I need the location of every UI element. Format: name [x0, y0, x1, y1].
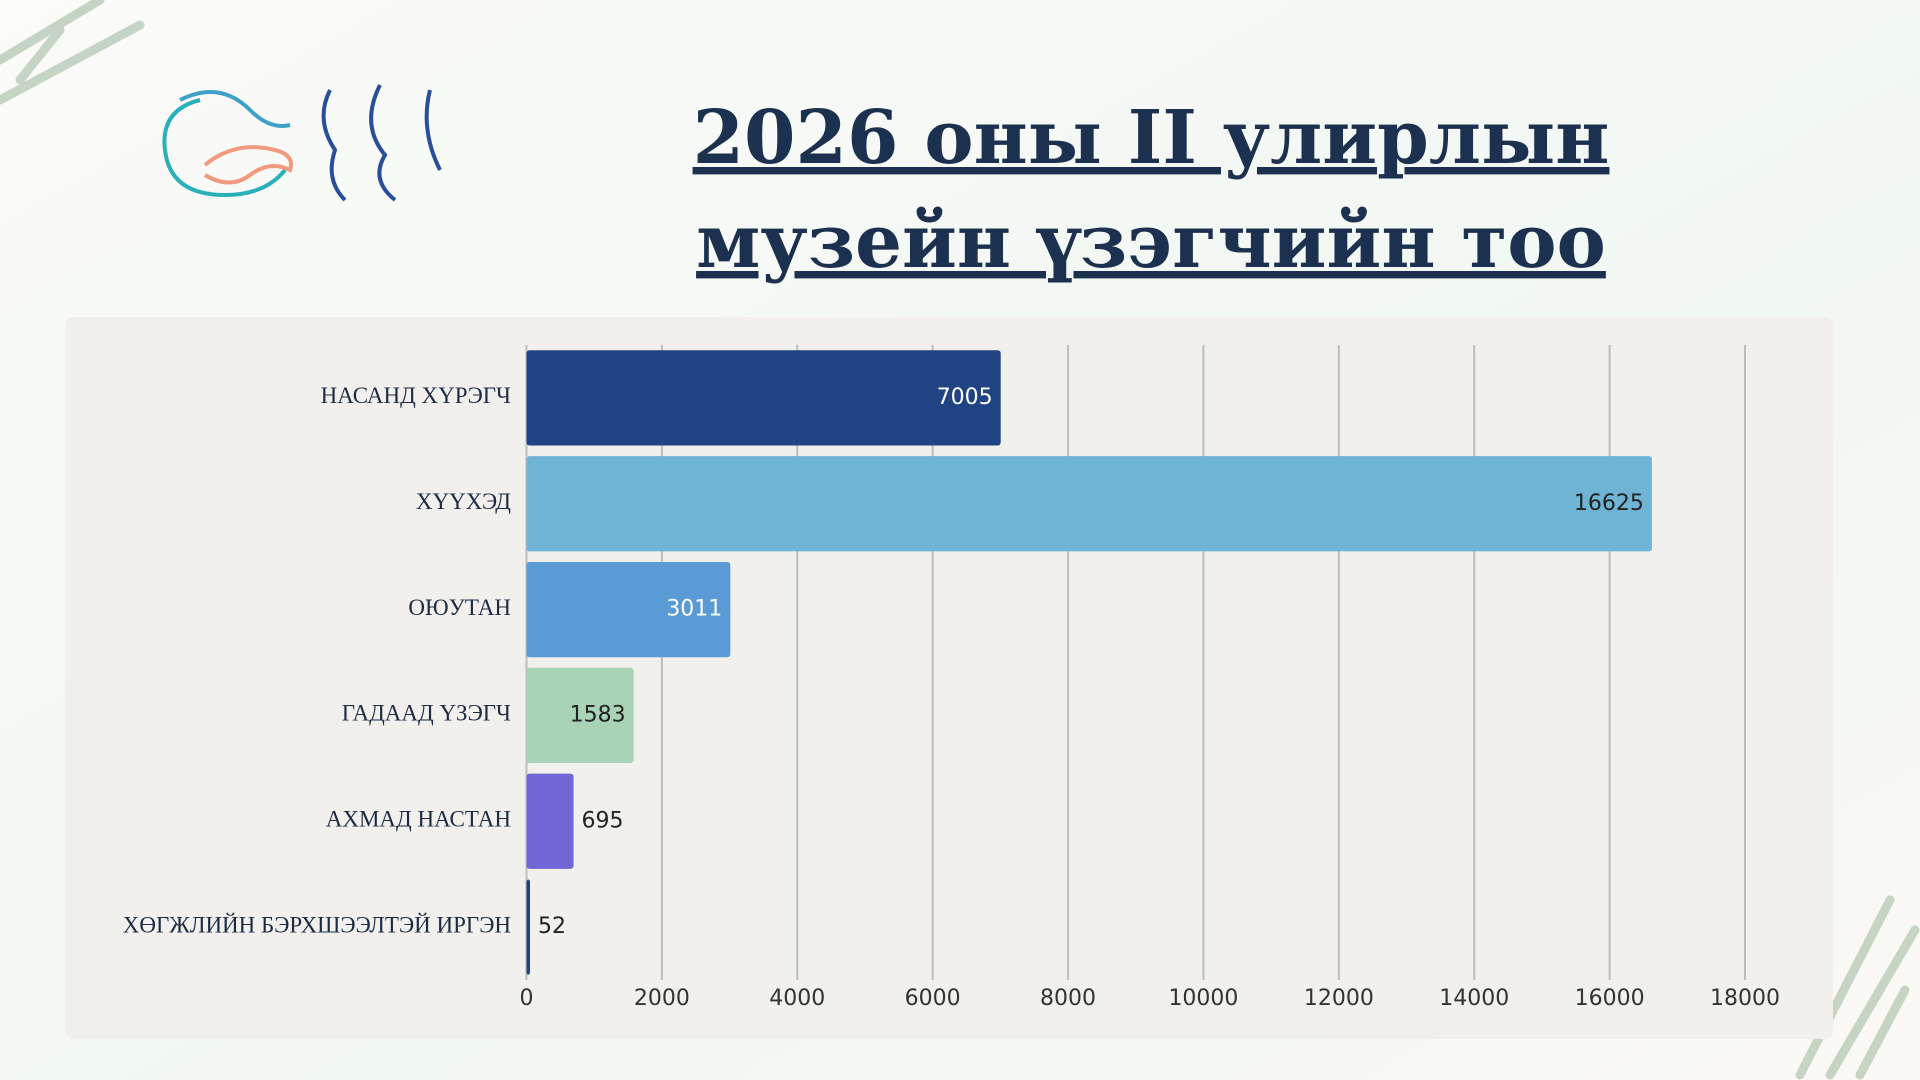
x-tick-label: 2000	[634, 986, 690, 1011]
category-label: НАСАНД ХҮРЭГЧ	[321, 383, 511, 408]
x-tick-label: 12000	[1304, 986, 1374, 1011]
value-label: 52	[538, 914, 566, 939]
x-tick-label: 18000	[1710, 986, 1780, 1011]
x-tick-label: 8000	[1040, 986, 1096, 1011]
value-label: 7005	[937, 385, 993, 410]
x-tick-label: 16000	[1575, 986, 1645, 1011]
bar	[526, 773, 574, 869]
bar	[526, 667, 634, 764]
x-tick-label: 6000	[905, 986, 961, 1011]
x-tick-label: 14000	[1439, 986, 1509, 1011]
x-tick-label: 10000	[1168, 986, 1238, 1011]
category-label: ГАДААД ҮЗЭГЧ	[342, 701, 511, 726]
bar	[526, 456, 1652, 552]
value-label: 695	[582, 808, 624, 833]
category-label: АХМАД НАСТАН	[326, 807, 511, 832]
chart-title: 2026 оны II улирлын	[693, 95, 1610, 181]
value-label: 3011	[666, 597, 722, 622]
bar	[526, 350, 1001, 446]
bar	[526, 879, 531, 975]
x-tick-label: 4000	[769, 986, 825, 1011]
chart-title: музейн үзэгчийн тоо	[696, 199, 1606, 285]
value-label: 1583	[570, 702, 626, 727]
x-tick-label: 0	[520, 986, 534, 1011]
category-label: ХӨГЖЛИЙН БЭРХШЭЭЛТЭЙ ИРГЭН	[123, 912, 511, 937]
category-label: ОЮУТАН	[408, 595, 511, 620]
bar	[526, 561, 731, 658]
value-label: 16625	[1574, 491, 1644, 516]
logo	[162, 84, 442, 202]
category-label: ХҮҮХЭД	[416, 489, 511, 514]
